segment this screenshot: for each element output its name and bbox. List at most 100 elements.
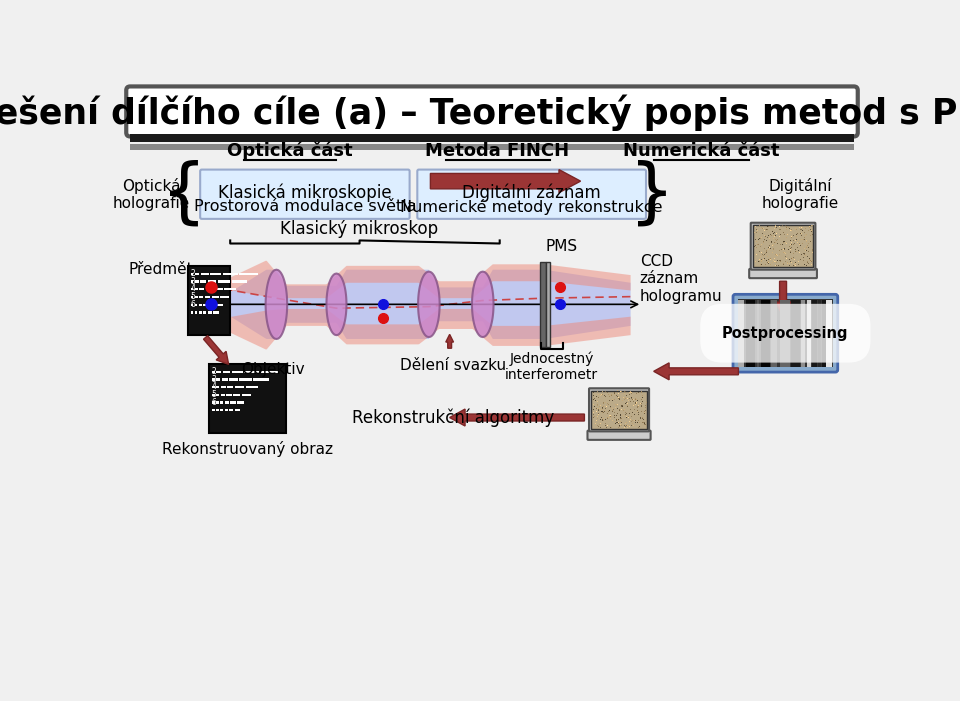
Text: 4: 4 bbox=[212, 382, 217, 391]
Bar bbox=[212, 371, 215, 373]
Text: 3: 3 bbox=[190, 277, 195, 286]
FancyBboxPatch shape bbox=[589, 388, 649, 431]
Bar bbox=[244, 371, 259, 373]
Bar bbox=[191, 273, 193, 275]
Bar bbox=[205, 288, 212, 290]
Text: CCD
záznam
hologramu: CCD záznam hologramu bbox=[639, 254, 723, 304]
Bar bbox=[546, 262, 550, 347]
FancyBboxPatch shape bbox=[751, 223, 815, 270]
Bar bbox=[228, 386, 233, 388]
Text: Prostorová modulace světla: Prostorová modulace světla bbox=[194, 199, 417, 214]
Bar bbox=[261, 371, 279, 373]
Bar bbox=[756, 300, 758, 367]
Bar bbox=[807, 300, 810, 367]
Bar bbox=[131, 144, 853, 150]
Bar bbox=[212, 379, 215, 381]
Bar bbox=[221, 386, 226, 388]
Bar bbox=[591, 390, 647, 429]
Bar bbox=[235, 409, 240, 411]
Text: Předmět: Předmět bbox=[129, 262, 193, 277]
Text: Optická část: Optická část bbox=[228, 141, 353, 160]
Bar bbox=[771, 300, 778, 367]
Text: Objektiv: Objektiv bbox=[241, 362, 304, 377]
Text: 6: 6 bbox=[190, 300, 195, 309]
Bar bbox=[195, 273, 200, 275]
Bar bbox=[791, 300, 801, 367]
Bar bbox=[195, 288, 198, 290]
Bar bbox=[216, 386, 220, 388]
Bar bbox=[188, 266, 230, 335]
Text: Metoda FINCH: Metoda FINCH bbox=[425, 142, 569, 160]
Text: Postprocessing: Postprocessing bbox=[722, 326, 849, 341]
Text: 4: 4 bbox=[190, 285, 195, 294]
Bar bbox=[780, 300, 790, 367]
Text: 5: 5 bbox=[190, 292, 195, 301]
Bar bbox=[216, 371, 221, 373]
Bar bbox=[213, 288, 223, 290]
Text: Rekonstrukční algoritmy: Rekonstrukční algoritmy bbox=[352, 408, 555, 427]
Text: Postprocessing: Postprocessing bbox=[722, 326, 849, 341]
Text: }: } bbox=[629, 160, 675, 229]
Bar bbox=[223, 371, 230, 373]
Bar bbox=[210, 273, 221, 275]
Bar bbox=[812, 300, 817, 367]
Bar bbox=[246, 386, 258, 388]
FancyArrow shape bbox=[204, 336, 228, 365]
FancyArrow shape bbox=[445, 334, 453, 348]
Bar bbox=[216, 402, 219, 404]
Bar bbox=[746, 300, 756, 367]
Text: Digitální záznam: Digitální záznam bbox=[462, 184, 601, 202]
Bar bbox=[212, 402, 215, 404]
Bar bbox=[253, 379, 269, 381]
Text: Dělení svazku: Dělení svazku bbox=[400, 358, 507, 373]
Bar bbox=[761, 300, 770, 367]
Bar bbox=[239, 379, 252, 381]
Text: {: { bbox=[161, 160, 207, 229]
Bar bbox=[191, 304, 193, 306]
Text: Numerická část: Numerická část bbox=[623, 142, 780, 160]
Bar bbox=[235, 386, 244, 388]
Bar bbox=[242, 394, 251, 396]
Bar bbox=[195, 304, 197, 306]
Bar bbox=[195, 296, 198, 298]
FancyBboxPatch shape bbox=[733, 294, 838, 372]
Bar bbox=[200, 288, 204, 290]
FancyBboxPatch shape bbox=[749, 269, 817, 278]
FancyBboxPatch shape bbox=[201, 170, 410, 219]
FancyArrow shape bbox=[654, 363, 738, 380]
Polygon shape bbox=[419, 271, 440, 337]
Bar bbox=[201, 280, 206, 283]
Bar bbox=[738, 300, 744, 367]
Bar bbox=[231, 371, 243, 373]
Bar bbox=[216, 379, 220, 381]
Text: Digitální
holografie: Digitální holografie bbox=[761, 177, 839, 211]
Bar bbox=[204, 304, 207, 306]
Bar bbox=[216, 409, 219, 411]
Polygon shape bbox=[326, 273, 347, 335]
Polygon shape bbox=[472, 271, 493, 337]
Polygon shape bbox=[211, 270, 631, 339]
Bar bbox=[212, 296, 219, 298]
Bar bbox=[220, 296, 229, 298]
Bar bbox=[195, 280, 199, 283]
FancyArrow shape bbox=[776, 281, 791, 316]
Text: PMS: PMS bbox=[546, 239, 578, 254]
Text: Klasický mikroskop: Klasický mikroskop bbox=[280, 220, 439, 238]
Bar bbox=[822, 300, 826, 367]
Bar bbox=[801, 300, 805, 367]
Polygon shape bbox=[211, 261, 631, 298]
Bar bbox=[212, 386, 215, 388]
Text: 2: 2 bbox=[190, 269, 195, 278]
Bar bbox=[223, 273, 238, 275]
Polygon shape bbox=[266, 270, 287, 339]
Bar bbox=[191, 288, 193, 290]
Bar bbox=[201, 273, 208, 275]
Bar bbox=[230, 402, 235, 404]
Text: Rekonstruovaný obraz: Rekonstruovaný obraz bbox=[162, 441, 333, 456]
Bar bbox=[753, 225, 813, 267]
FancyArrow shape bbox=[449, 409, 585, 426]
Text: Optická
holografie: Optická holografie bbox=[113, 177, 190, 211]
Bar bbox=[191, 296, 193, 298]
Text: Klasická mikroskopie: Klasická mikroskopie bbox=[218, 184, 392, 202]
FancyArrow shape bbox=[430, 170, 581, 193]
